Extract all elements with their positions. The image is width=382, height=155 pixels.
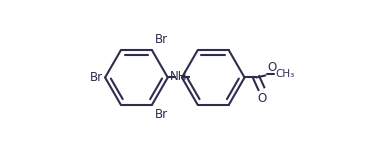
Text: CH₃: CH₃ <box>275 69 295 79</box>
Text: Br: Br <box>154 33 168 46</box>
Text: Br: Br <box>154 108 168 121</box>
Text: NH: NH <box>170 70 188 83</box>
Text: O: O <box>267 61 276 74</box>
Text: O: O <box>258 92 267 105</box>
Text: Br: Br <box>89 71 103 84</box>
